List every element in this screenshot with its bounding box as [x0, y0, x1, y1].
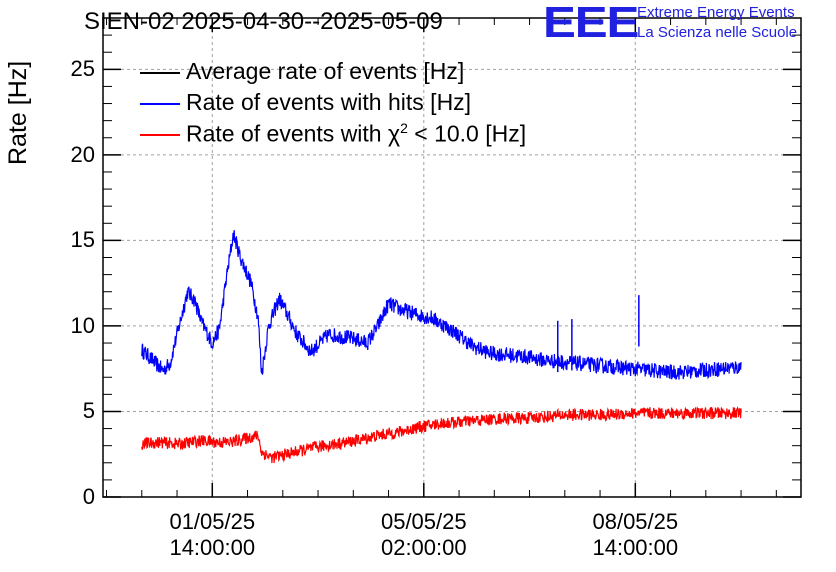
- y-tick-label: 20: [70, 141, 95, 167]
- x-tick-label-date: 01/05/25: [169, 509, 256, 534]
- legend-label-average: Average rate of events [Hz]: [186, 58, 465, 84]
- legend-label-chi2: Rate of events with χ2 < 10.0 [Hz]: [186, 120, 526, 148]
- chi-symbol: χ: [388, 120, 401, 147]
- y-tick-label: 25: [70, 56, 95, 82]
- legend-item-hits: Rate of events with hits [Hz]: [140, 89, 600, 119]
- axis-ticks: [103, 17, 801, 498]
- logo-text-line2: La Scienza nelle Scuole: [637, 24, 798, 41]
- series-hits-line: [141, 230, 742, 380]
- x-tick-label: 05/05/25 02:00:00: [354, 509, 494, 561]
- y-tick-label: 15: [70, 227, 95, 253]
- legend-label-hits: Rate of events with hits [Hz]: [186, 89, 472, 115]
- x-tick-label-date: 08/05/25: [592, 509, 679, 534]
- y-tick-label: 0: [82, 484, 95, 509]
- legend-swatch-average: [140, 72, 180, 74]
- y-tick-label: 5: [82, 398, 95, 424]
- x-tick-label-time: 14:00:00: [169, 535, 256, 560]
- legend-swatch-chi2: [140, 134, 180, 136]
- y-axis-label: Rate [Hz]: [4, 60, 32, 165]
- eee-logo: EEE: [543, 0, 639, 47]
- legend-chi2-suffix: < 10.0 [Hz]: [407, 120, 527, 147]
- x-tick-label-time: 14:00:00: [592, 535, 679, 560]
- series-chi2-line: [141, 406, 742, 464]
- legend-swatch-hits: [140, 103, 180, 105]
- y-tick-label: 10: [70, 312, 95, 338]
- logo-text-line1: Extreme Energy Events: [637, 4, 795, 21]
- x-tick-label: 01/05/25 14:00:00: [142, 509, 282, 561]
- x-tick-label-date: 05/05/25: [380, 509, 467, 534]
- x-tick-label: 08/05/25 14:00:00: [565, 509, 705, 561]
- legend-chi2-prefix: Rate of events with: [186, 120, 388, 147]
- chart-title: SIEN-02 2025-04-30--2025-05-09: [84, 8, 443, 35]
- chi-exponent: 2: [400, 120, 408, 136]
- series-layer: [141, 230, 742, 464]
- legend-item-average: Average rate of events [Hz]: [140, 58, 600, 88]
- x-tick-label-time: 02:00:00: [380, 535, 467, 560]
- legend-item-chi2: Rate of events with χ2 < 10.0 [Hz]: [140, 120, 600, 150]
